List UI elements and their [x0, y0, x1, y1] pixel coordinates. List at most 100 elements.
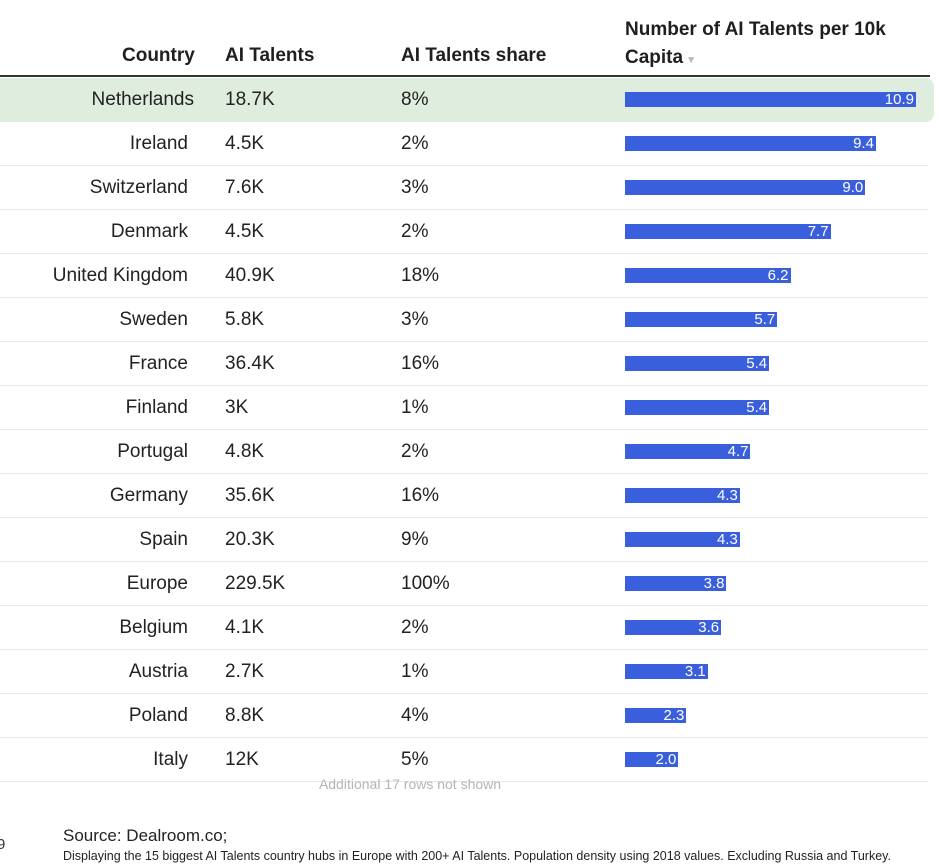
- ai-talents-cell: 5.8K: [225, 309, 265, 330]
- bar-label: 6.2: [767, 267, 789, 284]
- bar: 4.7: [625, 443, 751, 460]
- country-cell: United Kingdom: [52, 265, 188, 286]
- share-cell: 1%: [401, 397, 429, 418]
- table-row[interactable]: Portugal 4.8K 2% 4.7: [0, 430, 928, 474]
- table-row[interactable]: Italy 12K 5% 2.0: [0, 738, 928, 782]
- ai-talents-cell: 7.6K: [225, 177, 265, 198]
- header-per-10k-label: Number of AI Talents per 10k Capita: [625, 19, 886, 68]
- share-cell: 9%: [401, 529, 429, 550]
- share-cell: 16%: [401, 353, 440, 374]
- bar-label: 3.1: [684, 663, 706, 680]
- bar: 2.3: [625, 707, 687, 724]
- bar: 9.4: [625, 135, 876, 152]
- bar: 7.7: [625, 223, 831, 240]
- ai-talents-cell: 4.5K: [225, 133, 265, 154]
- country-cell: Italy: [153, 749, 188, 770]
- table-row[interactable]: Netherlands 18.7K 8% 10.9: [0, 78, 934, 122]
- country-cell: Switzerland: [89, 177, 188, 198]
- bar-label: 9.0: [842, 179, 864, 196]
- table-row[interactable]: United Kingdom 40.9K 18% 6.2: [0, 254, 928, 298]
- ai-talents-cell: 229.5K: [225, 573, 286, 594]
- country-cell: Ireland: [129, 133, 188, 154]
- share-cell: 2%: [401, 617, 429, 638]
- bar-label: 5.7: [754, 311, 776, 328]
- country-cell: Denmark: [110, 221, 188, 242]
- share-cell: 2%: [401, 441, 429, 462]
- ai-talents-cell: 36.4K: [225, 353, 275, 374]
- bar: 5.4: [625, 355, 770, 372]
- footnote: Displaying the 15 biggest AI Talents cou…: [63, 849, 891, 863]
- header-divider: [0, 75, 930, 77]
- ai-talents-cell: 4.1K: [225, 617, 265, 638]
- table-row[interactable]: Sweden 5.8K 3% 5.7: [0, 298, 928, 342]
- bar-label: 2.0: [655, 751, 677, 768]
- bar-label: 7.7: [807, 223, 829, 240]
- table-row[interactable]: Finland 3K 1% 5.4: [0, 386, 928, 430]
- country-cell: Poland: [128, 705, 188, 726]
- bar-label: 5.4: [746, 355, 768, 372]
- share-cell: 2%: [401, 221, 429, 242]
- country-cell: Spain: [139, 529, 188, 550]
- bar-label: 3.8: [703, 575, 725, 592]
- header-per-10k[interactable]: Number of AI Talents per 10k Capita ▾: [625, 16, 925, 74]
- bar: 2.0: [625, 751, 679, 768]
- table-row[interactable]: Spain 20.3K 9% 4.3: [0, 518, 928, 562]
- sort-desc-icon[interactable]: ▾: [688, 54, 694, 66]
- bar: 3.6: [625, 619, 722, 636]
- header-country[interactable]: Country: [122, 45, 195, 66]
- share-cell: 3%: [401, 177, 429, 198]
- country-cell: Portugal: [117, 441, 188, 462]
- table-row[interactable]: Switzerland 7.6K 3% 9.0: [0, 166, 928, 210]
- table-row[interactable]: Austria 2.7K 1% 3.1: [0, 650, 928, 694]
- bar-label: 4.3: [716, 487, 738, 504]
- ai-talents-cell: 18.7K: [225, 89, 275, 110]
- bar-label: 10.9: [884, 91, 914, 108]
- country-cell: France: [128, 353, 188, 374]
- more-rows-note: Additional 17 rows not shown: [318, 776, 502, 792]
- ai-talents-cell: 35.6K: [225, 485, 275, 506]
- ai-talents-cell: 3K: [225, 397, 249, 418]
- bar: 10.9: [625, 91, 916, 108]
- country-cell: Belgium: [119, 617, 188, 638]
- country-cell: Europe: [126, 573, 188, 594]
- country-cell: Netherlands: [91, 89, 194, 110]
- ai-talents-cell: 2.7K: [225, 661, 265, 682]
- bar: 3.8: [625, 575, 727, 592]
- table-row[interactable]: France 36.4K 16% 5.4: [0, 342, 928, 386]
- table-row[interactable]: Germany 35.6K 16% 4.3: [0, 474, 928, 518]
- bar-label: 4.7: [727, 443, 749, 460]
- bar: 4.3: [625, 487, 740, 504]
- table-row[interactable]: Europe 229.5K 100% 3.8: [0, 562, 928, 606]
- share-cell: 2%: [401, 133, 429, 154]
- ai-talents-cell: 4.5K: [225, 221, 265, 242]
- country-cell: Sweden: [119, 309, 188, 330]
- bar: 4.3: [625, 531, 740, 548]
- share-cell: 4%: [401, 705, 429, 726]
- country-cell: Germany: [109, 485, 188, 506]
- bar-label: 9.4: [853, 135, 874, 152]
- edge-text: 9: [0, 836, 6, 853]
- bar: 3.1: [625, 663, 708, 680]
- bar-label: 4.3: [716, 531, 738, 548]
- ai-talents-cell: 8.8K: [225, 705, 265, 726]
- bar-label: 3.6: [698, 619, 720, 636]
- share-cell: 8%: [401, 89, 429, 110]
- table-row[interactable]: Denmark 4.5K 2% 7.7: [0, 210, 928, 254]
- share-cell: 100%: [401, 573, 450, 594]
- table-row[interactable]: Poland 8.8K 4% 2.3: [0, 694, 928, 738]
- table-row[interactable]: Belgium 4.1K 2% 3.6: [0, 606, 928, 650]
- ai-talents-cell: 40.9K: [225, 265, 275, 286]
- share-cell: 18%: [401, 265, 440, 286]
- header-ai-talents-share[interactable]: AI Talents share: [401, 45, 547, 66]
- bar: 5.7: [625, 311, 778, 328]
- country-cell: Finland: [125, 397, 188, 418]
- ai-talents-cell: 20.3K: [225, 529, 275, 550]
- bar-label: 2.3: [663, 707, 685, 724]
- header-ai-talents[interactable]: AI Talents: [225, 45, 315, 66]
- country-cell: Austria: [128, 661, 188, 682]
- bar: 5.4: [625, 399, 770, 416]
- table-row[interactable]: Ireland 4.5K 2% 9.4: [0, 122, 928, 166]
- source-text: Source: Dealroom.co;: [63, 826, 228, 845]
- share-cell: 3%: [401, 309, 429, 330]
- bar: 9.0: [625, 179, 866, 196]
